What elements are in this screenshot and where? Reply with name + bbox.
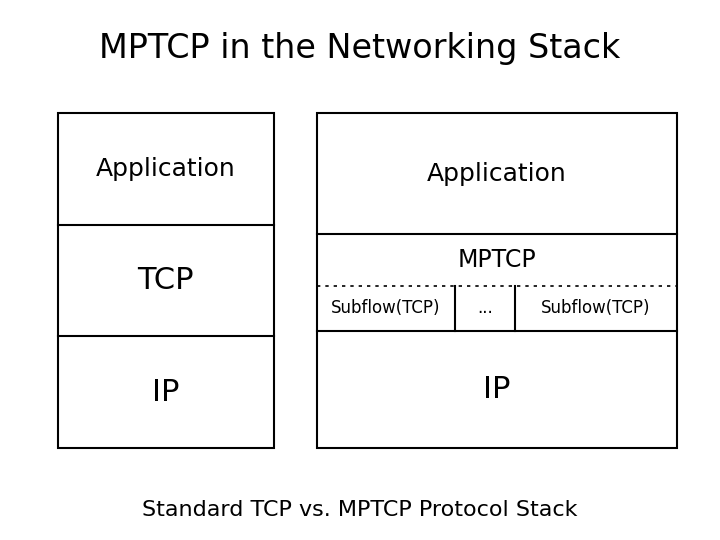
- Text: Application: Application: [427, 161, 567, 186]
- Text: IP: IP: [483, 375, 510, 404]
- Text: ...: ...: [477, 299, 493, 318]
- Text: MPTCP: MPTCP: [457, 248, 536, 272]
- Text: Subflow(TCP): Subflow(TCP): [541, 299, 651, 318]
- Text: Application: Application: [96, 157, 235, 181]
- Text: Standard TCP vs. MPTCP Protocol Stack: Standard TCP vs. MPTCP Protocol Stack: [143, 500, 577, 521]
- Bar: [58, 113, 274, 448]
- Text: TCP: TCP: [138, 266, 194, 295]
- Text: MPTCP in the Networking Stack: MPTCP in the Networking Stack: [99, 32, 621, 65]
- Text: Subflow(TCP): Subflow(TCP): [331, 299, 441, 318]
- Text: IP: IP: [152, 378, 179, 407]
- Bar: [317, 113, 677, 448]
